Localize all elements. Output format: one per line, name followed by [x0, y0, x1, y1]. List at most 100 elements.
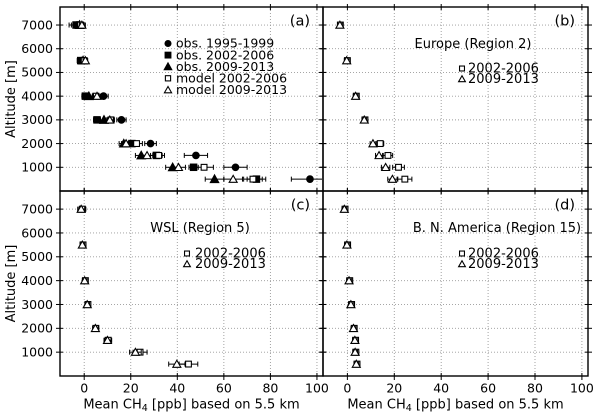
data-marker-triangle-open: [349, 335, 360, 344]
x-tick-label: 40: [169, 381, 185, 396]
panel-border: [322, 190, 589, 377]
x-tick-label: 60: [216, 381, 232, 396]
data-marker-triangle-open: [92, 91, 102, 100]
x-tick-label: 40: [433, 381, 449, 396]
data-marker-triangle-open: [79, 275, 90, 285]
panel-letter: (a): [290, 14, 310, 30]
data-marker-triangle-open: [341, 55, 352, 65]
y-tick-label: 5000: [21, 249, 53, 264]
legend-title: B. N. America (Region 15): [413, 221, 581, 236]
data-marker-triangle-open: [350, 347, 361, 356]
legend-label: 2009-2013: [468, 72, 539, 87]
x-tick-label: 0: [343, 381, 351, 396]
data-marker-triangle-open: [77, 239, 88, 249]
legend-label: model 2002-2006: [176, 71, 287, 86]
data-marker-circle-filled: [164, 39, 172, 48]
data-marker-triangle-open: [130, 347, 141, 356]
data-marker-triangle-open: [457, 259, 467, 268]
data-marker-triangle-open: [104, 114, 115, 124]
data-marker-circle-filled: [99, 92, 108, 101]
data-marker-square-open: [401, 175, 409, 183]
x-axis-label: Mean CH4 [ppb] based on 5.5 km: [347, 398, 563, 415]
y-tick-label: 1000: [21, 344, 53, 359]
y-tick-label: 4000: [21, 88, 53, 103]
data-marker-triangle-open: [228, 174, 239, 183]
data-marker-square-open: [395, 163, 402, 171]
x-tick-label: 80: [262, 381, 278, 396]
data-marker-triangle-open: [387, 174, 398, 183]
data-marker-triangle-open: [171, 359, 182, 368]
data-marker-square-open: [164, 75, 172, 82]
data-marker-triangle-open: [334, 20, 345, 29]
panel-letter: (b): [554, 14, 575, 30]
data-marker-triangle-open: [82, 299, 93, 309]
panel-letter: (c): [291, 198, 310, 214]
data-marker-triangle-open: [380, 162, 391, 172]
legend-title: WSL (Region 5): [150, 221, 250, 236]
data-marker-circle-filled: [231, 163, 240, 172]
data-marker-triangle-open: [359, 114, 370, 124]
data-marker-triangle-open: [341, 239, 352, 249]
data-marker-square-open: [133, 140, 141, 148]
series-model-2009-2013: [76, 20, 243, 183]
data-marker-circle-filled: [306, 175, 314, 183]
data-marker-square-open: [458, 250, 466, 257]
legend-title: Europe (Region 2): [415, 37, 532, 52]
data-marker-triangle-open: [142, 150, 152, 160]
y-tick-label: 7000: [21, 201, 53, 216]
data-marker-triangle-open: [351, 359, 362, 368]
legend-label: model 2009-2013: [176, 82, 287, 97]
data-marker-triangle-open: [121, 138, 132, 148]
y-tick-label: 2000: [21, 321, 53, 336]
data-marker-square-open: [458, 65, 466, 72]
legend-label: 2002-2006: [468, 62, 539, 77]
data-marker-square-open: [249, 175, 257, 183]
data-marker-square-open: [155, 151, 163, 159]
data-marker-square-open: [185, 360, 192, 368]
y-tick-label: 3000: [21, 112, 53, 127]
data-marker-triangle-open: [344, 275, 354, 285]
data-marker-triangle-filled: [83, 90, 94, 101]
series-2009-2013: [76, 204, 186, 368]
legend-label: obs. 1995-1999: [176, 36, 274, 51]
data-marker-triangle-open: [457, 74, 467, 83]
data-marker-triangle-open: [76, 204, 87, 213]
y-tick-label: 7000: [21, 17, 53, 32]
panel-a: 1000 2000 3000 4000 5000 6000 7000 (a) obs. 1995…: [4, 4, 327, 195]
data-marker-triangle-open: [368, 138, 378, 148]
data-marker-triangle-open: [339, 204, 350, 213]
panel-letter: (d): [554, 198, 575, 214]
series-2009-2013: [334, 20, 398, 183]
data-marker-triangle-open: [173, 162, 184, 172]
data-marker-triangle-open: [80, 55, 91, 65]
y-axis-label: Altitude [m]: [4, 60, 19, 138]
x-axis-label: Mean CH4 [ppb] based on 5.5 km: [83, 398, 299, 415]
x-tick-label: 20: [123, 381, 139, 396]
data-marker-triangle-open: [90, 323, 101, 333]
x-tick-label: 100: [305, 381, 329, 396]
data-marker-circle-filled: [117, 116, 126, 124]
legend-label: obs. 2002-2006: [176, 47, 274, 62]
data-marker-triangle-filled: [209, 173, 220, 184]
y-tick-label: 1000: [21, 160, 53, 175]
x-tick-label: 0: [80, 381, 88, 396]
data-marker-triangle-open: [348, 323, 359, 333]
y-tick-label: 6000: [21, 225, 53, 240]
data-marker-square-open: [183, 250, 191, 257]
legend-label: 2002-2006: [468, 247, 539, 262]
data-marker-triangle-open: [350, 91, 361, 100]
legend-label: 2009-2013: [468, 257, 539, 272]
x-tick-label: 80: [527, 381, 543, 396]
data-marker-square-open: [384, 151, 392, 159]
data-marker-triangle-open: [163, 85, 173, 94]
legend-label: 2009-2013: [195, 257, 266, 272]
legend-label: obs. 2009-2013: [176, 59, 274, 74]
x-tick-label: 60: [480, 381, 496, 396]
y-tick-label: 4000: [21, 273, 53, 288]
data-marker-triangle-open: [374, 150, 384, 160]
data-marker-square-open: [376, 140, 384, 148]
data-marker-triangle-filled: [163, 61, 173, 71]
